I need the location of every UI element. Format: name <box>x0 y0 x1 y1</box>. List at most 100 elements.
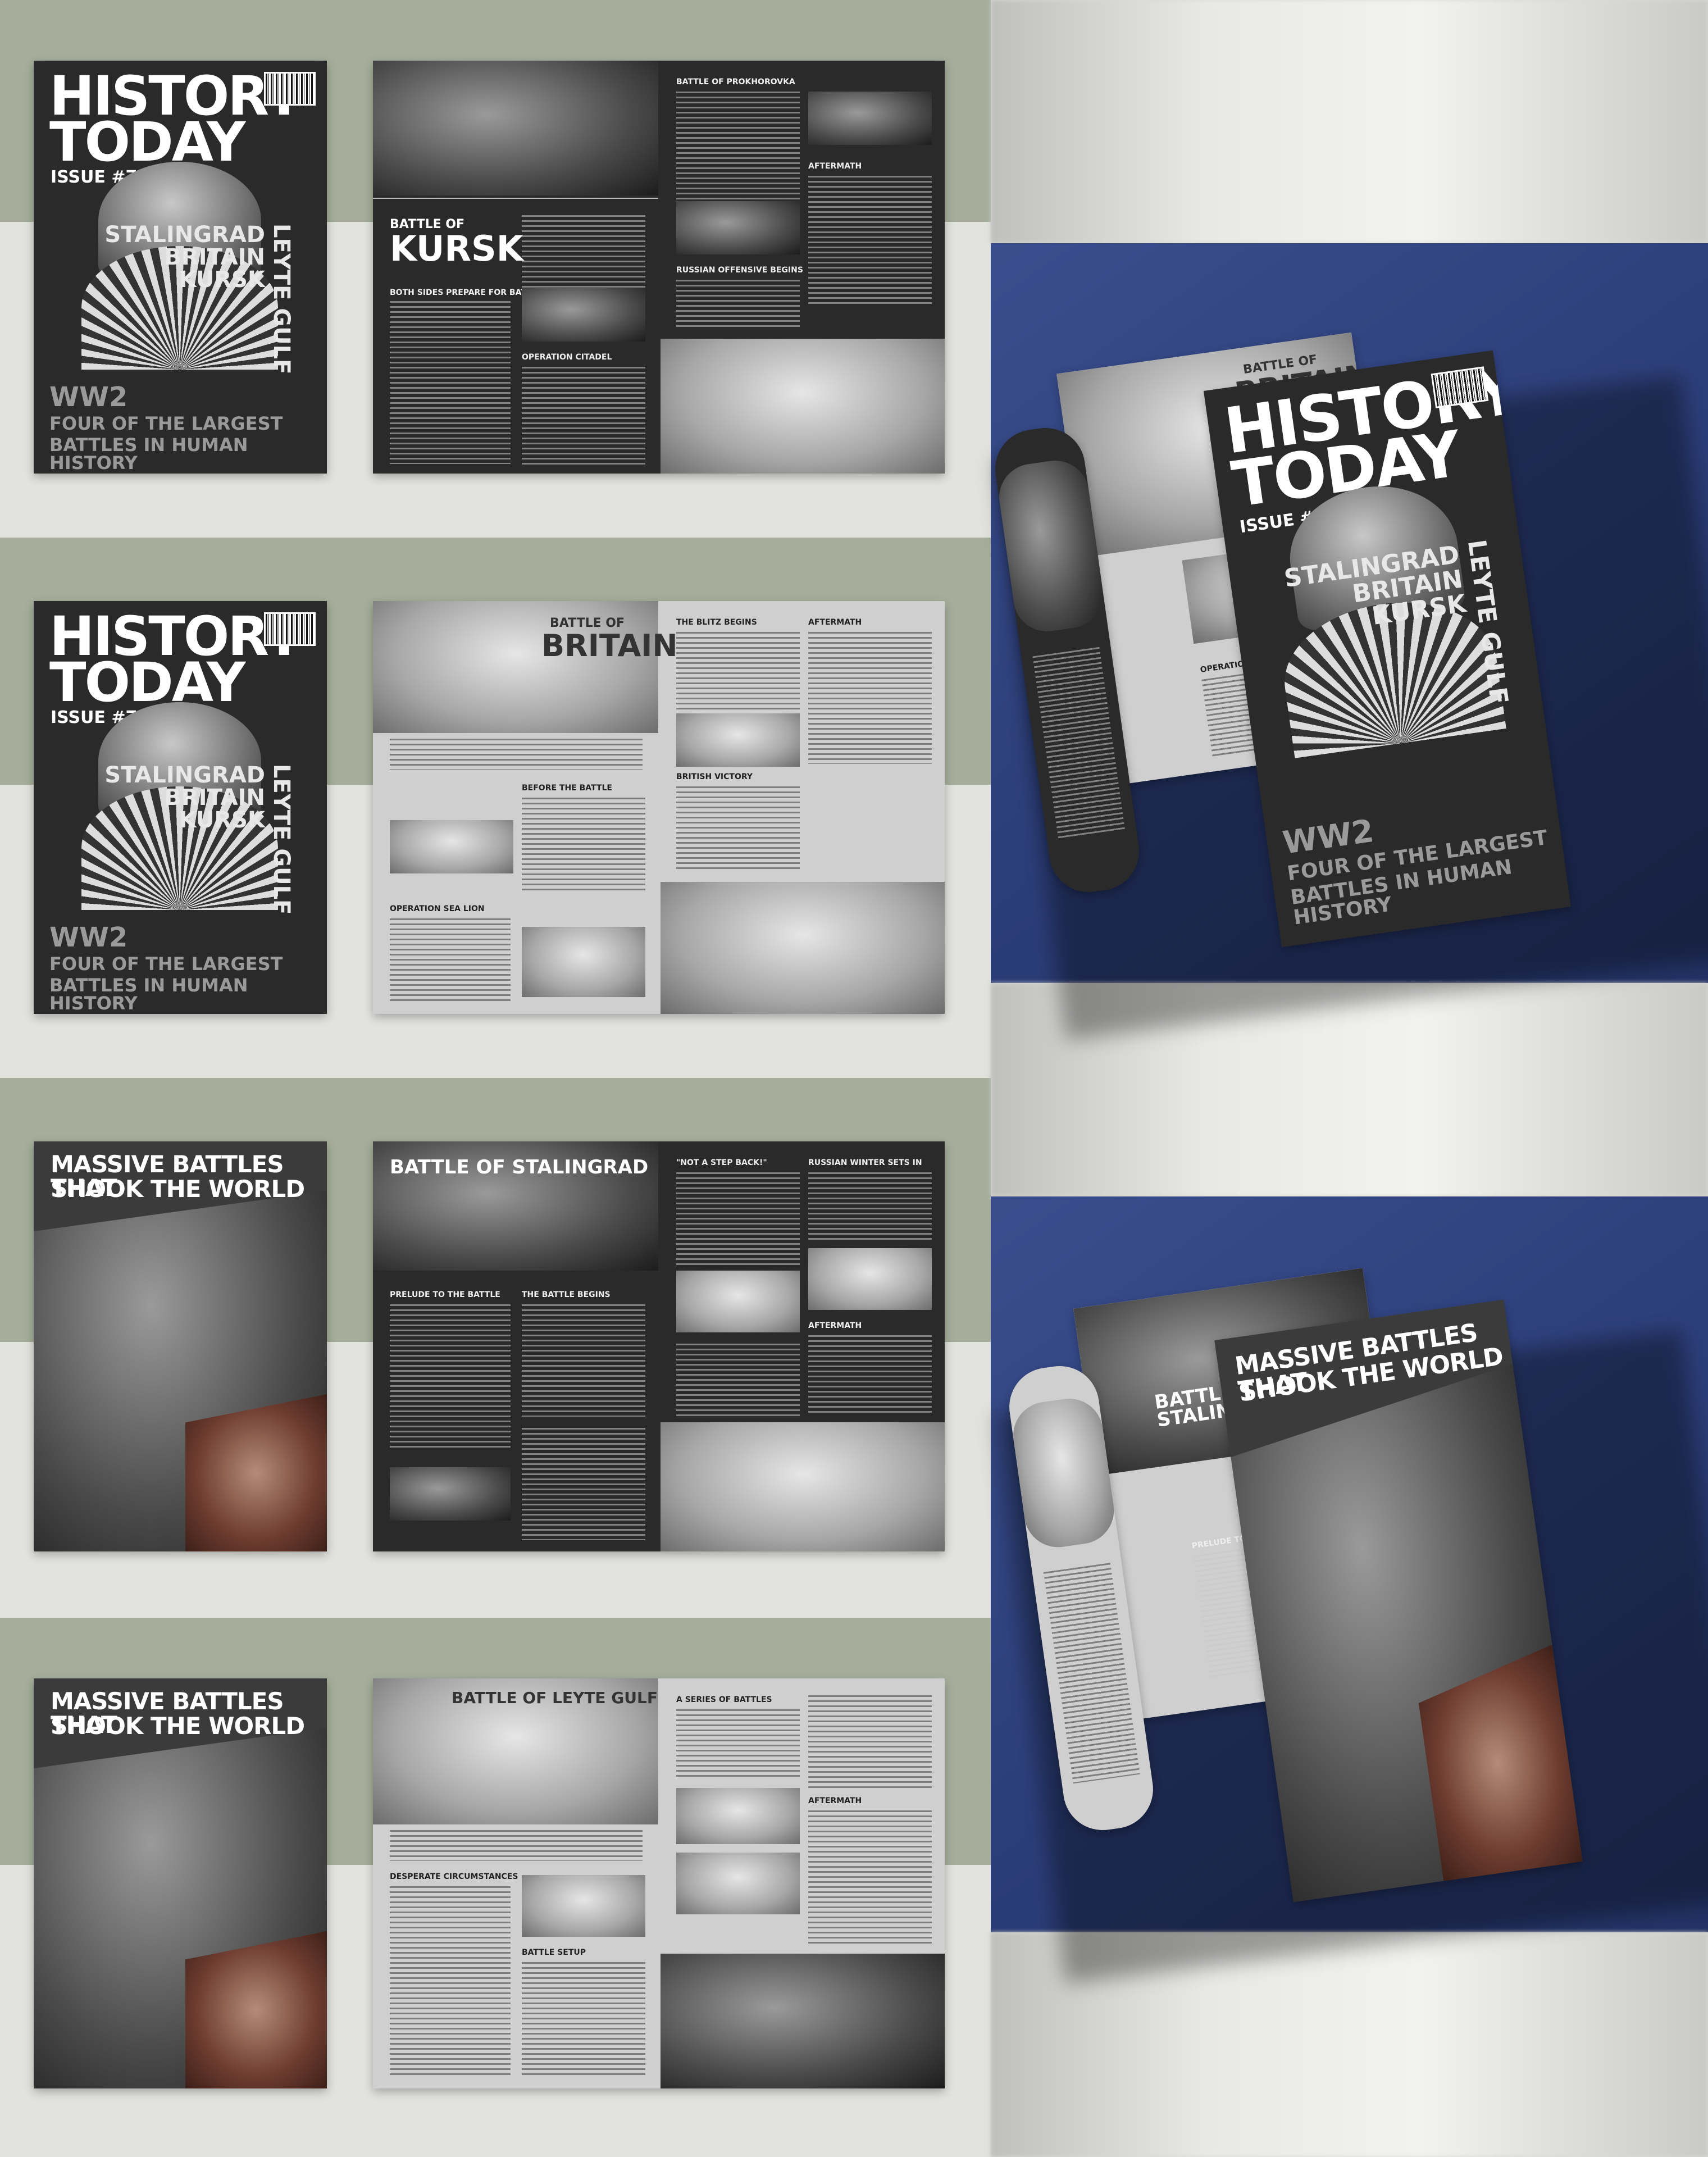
kursk-section-2: OPERATION CITADEL <box>522 353 612 362</box>
cover-history-today-2: HISTORY TODAY ISSUE #7 STALINGRAD BRITAI… <box>34 601 327 1014</box>
spread-britain: BATTLE OF BRITAIN BEFORE THE BATTLE OPER… <box>373 601 945 1014</box>
topic-leyte-gulf: LEYTE GULF <box>268 764 294 915</box>
britain-section-4: BRITISH VICTORY <box>676 772 753 781</box>
cover2-headline-line2: SHOOK THE WORLD <box>51 1175 305 1203</box>
body-text <box>522 1304 645 1417</box>
britain-title-big: BRITAIN <box>541 628 678 663</box>
body-text <box>390 1830 643 1861</box>
cover-massive-battles-2: MASSIVE BATTLES THAT SHOOK THE WORLD <box>34 1678 327 2088</box>
blur-band-3 <box>991 1932 1708 2157</box>
spread-leyte-gulf: BATTLE OF LEYTE GULF DESPERATE CIRCUMSTA… <box>373 1678 945 2088</box>
fleet-photo <box>373 1678 658 1824</box>
body-text <box>676 632 800 711</box>
cover-topics: STALINGRAD BRITAIN KURSK <box>104 764 265 831</box>
body-text <box>1032 647 1126 840</box>
tank-photo <box>522 288 645 342</box>
body-text <box>522 1962 645 2077</box>
sepia-photo <box>185 1931 327 2088</box>
carrier-photo <box>661 1954 945 2088</box>
spitfire-photo <box>676 713 800 767</box>
stalingrad-section-5: AFTERMATH <box>808 1321 862 1330</box>
body-text <box>522 1428 645 1540</box>
warship-photo <box>522 1875 645 1937</box>
tank-photo-2 <box>808 92 932 145</box>
stalingrad-section-1: PRELUDE TO THE BATTLE <box>390 1290 500 1299</box>
topic-stalingrad: STALINGRAD <box>104 222 265 248</box>
body-text <box>808 1335 932 1414</box>
britain-title-small: BATTLE OF <box>550 616 625 630</box>
britain-section-2: OPERATION SEA LION <box>390 904 485 913</box>
headline-line2: BATTLES IN HUMAN HISTORY <box>49 975 248 1014</box>
kursk-section-3: BATTLE OF PROKHOROVKA <box>676 78 795 87</box>
headline-line2: BATTLES IN HUMAN HISTORY <box>49 434 248 474</box>
cover2-headline-line1: MASSIVE BATTLES THAT <box>51 1687 284 1739</box>
cover2-headline-line2: SHOOK THE WORLD <box>51 1712 305 1740</box>
body-text <box>390 1304 511 1450</box>
cover-massive-battles: MASSIVE BATTLES THAT SHOOK THE WORLD <box>34 1141 327 1551</box>
sepia-photo <box>185 1394 327 1551</box>
topic-britain: BRITAIN <box>164 785 265 811</box>
winter-photo <box>808 1248 932 1310</box>
britain-section-5: AFTERMATH <box>808 618 862 627</box>
london-photo <box>373 601 658 733</box>
spread-kursk: BATTLE OF KURSK BOTH SIDES PREPARE FOR B… <box>373 61 945 474</box>
leyte-section-3: A SERIES OF BATTLES <box>676 1695 772 1704</box>
body-text <box>808 632 932 764</box>
planes-photo <box>390 820 513 873</box>
stalingrad-hero-photo <box>373 1141 658 1271</box>
kursk-section-1: BOTH SIDES PREPARE FOR BATTLE <box>390 288 543 297</box>
stalingrad-section-2: THE BATTLE BEGINS <box>522 1290 611 1299</box>
body-text <box>676 1709 800 1777</box>
cover-masthead-line1: HISTORY <box>49 65 303 128</box>
body-text <box>808 1695 932 1788</box>
topic-kursk: KURSK <box>179 267 265 293</box>
body-text <box>1043 1563 1140 1784</box>
stalingrad-title: BATTLE OF STALINGRAD <box>390 1156 649 1178</box>
topic-kursk: KURSK <box>179 807 265 833</box>
cover-masthead-line1: HISTORY <box>49 605 303 668</box>
body-text <box>390 739 643 770</box>
body-text <box>808 1810 932 1945</box>
wreck-photo <box>676 201 800 254</box>
fighter-photo <box>522 927 645 997</box>
body-text <box>676 280 800 330</box>
kursk-section-5: RUSSIAN OFFENSIVE BEGINS <box>676 266 803 275</box>
headline-line1: FOUR OF THE LARGEST <box>49 953 283 975</box>
leyte-section-2: BATTLE SETUP <box>522 1948 586 1957</box>
kursk-hero-photo <box>373 61 658 195</box>
bullets-image <box>81 246 278 370</box>
body-text <box>390 1886 511 2077</box>
blur-band-1 <box>991 0 1708 243</box>
britain-section-1: BEFORE THE BATTLE <box>522 784 612 793</box>
leyte-section-4: AFTERMATH <box>808 1796 862 1805</box>
kursk-title-small: BATTLE OF <box>390 217 465 231</box>
body-text <box>808 1172 932 1240</box>
ship-photo <box>390 1467 511 1521</box>
body-text <box>676 1172 800 1265</box>
kursk-section-4: AFTERMATH <box>808 162 862 171</box>
cover-history-today: HISTORY TODAY ISSUE #7 STALINGRAD BRITAI… <box>34 61 327 474</box>
leyte-section-1: DESPERATE CIRCUMSTANCES <box>390 1872 518 1881</box>
body-text <box>390 918 511 1003</box>
body-text <box>676 786 800 871</box>
headline-ww2: WW2 <box>49 922 128 953</box>
blur-band-2 <box>991 983 1708 1196</box>
body-text <box>676 92 800 201</box>
battleship-photo <box>676 1788 800 1844</box>
bullets-image <box>81 786 278 910</box>
cruiser-photo <box>676 1853 800 1914</box>
spread-stalingrad: BATTLE OF STALINGRAD PRELUDE TO THE BATT… <box>373 1141 945 1551</box>
soldiers-photo <box>676 1271 800 1332</box>
body-text <box>808 176 932 305</box>
headline-ww2: WW2 <box>49 381 128 413</box>
barcode <box>264 72 316 106</box>
barcode <box>1431 366 1489 408</box>
cover-masthead-line2: TODAY <box>49 651 245 714</box>
topic-leyte-gulf: LEYTE GULF <box>268 224 294 375</box>
barcode <box>264 612 316 646</box>
headline-line1: FOUR OF THE LARGEST <box>49 413 283 434</box>
kursk-title-big: KURSK <box>390 228 523 269</box>
topic-stalingrad: STALINGRAD <box>104 762 265 788</box>
leyte-title: BATTLE OF LEYTE GULF <box>452 1689 658 1707</box>
cover-masthead-line2: TODAY <box>49 111 245 174</box>
